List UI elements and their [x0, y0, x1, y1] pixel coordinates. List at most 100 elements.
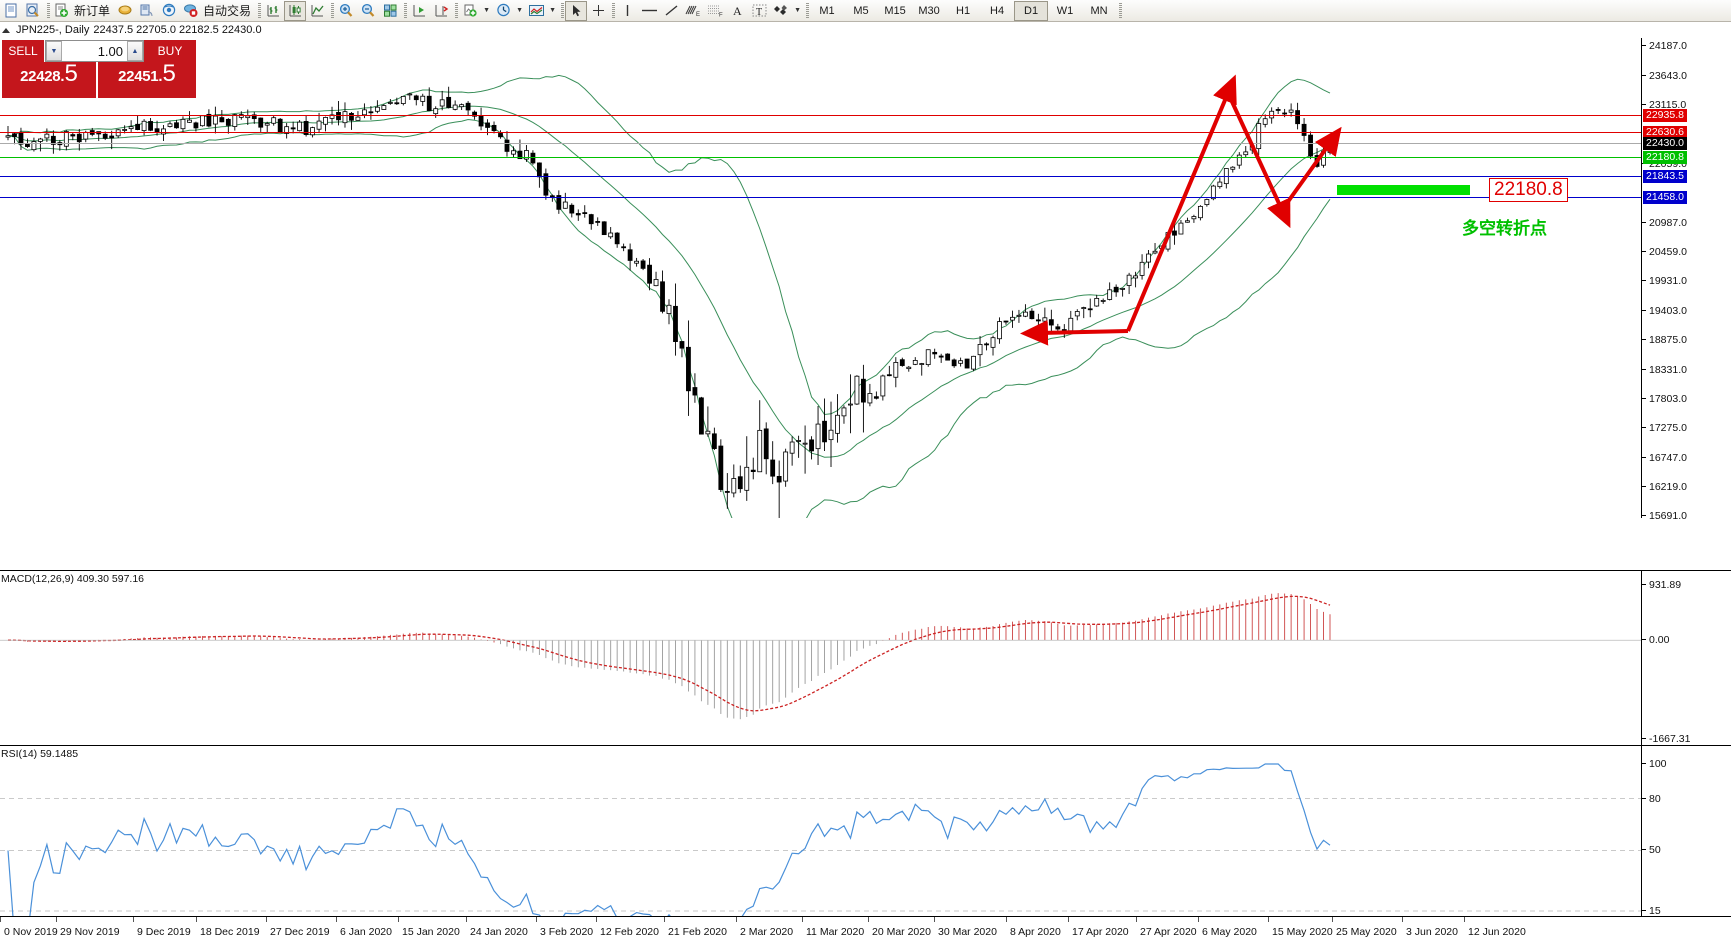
text-label-icon[interactable]: T — [748, 1, 770, 21]
buy-button[interactable]: BUY — [144, 40, 196, 62]
expert-advisors-icon[interactable] — [114, 1, 136, 21]
cursor-icon[interactable] — [565, 0, 588, 21]
autotrading-icon[interactable] — [180, 1, 202, 21]
timeframe-m1-button[interactable]: M1 — [819, 4, 835, 17]
bar-chart-icon[interactable] — [262, 1, 284, 21]
date-tick — [1006, 917, 1007, 922]
rsi-tick: 100 — [1642, 759, 1667, 770]
timeframe-h4-button[interactable]: H4 — [990, 4, 1005, 17]
date-tick — [133, 917, 134, 922]
price-plot[interactable] — [0, 38, 1641, 518]
price-panel: 22180.8 多空转折点 24187.023643.023115.022059… — [0, 38, 1731, 521]
price-level-badge: 21458.0 — [1643, 190, 1687, 204]
macd-axis[interactable]: 931.89 0.00 -1667.31 — [1641, 571, 1731, 745]
one-click-trading-panel: SELL ▼ 1.00 ▲ BUY 22428 . 5 22451 . 5 — [2, 40, 196, 98]
templates-icon[interactable] — [525, 1, 547, 21]
date-tick — [934, 917, 935, 922]
volume-decrease-icon[interactable]: ▼ — [46, 41, 62, 61]
zoom-out-icon[interactable] — [357, 1, 379, 21]
chevron-down-icon[interactable]: ▼ — [516, 7, 523, 14]
date-tick — [1402, 917, 1403, 922]
rsi-panel: RSI(14) 59.1485 100 80 50 15 — [0, 745, 1731, 917]
price-level-line — [0, 196, 1641, 198]
new-order-label[interactable]: 新订单 — [74, 4, 111, 18]
main-toolbar: 新订单 自动交易 — [0, 0, 1731, 22]
date-label: 11 Mar 2020 — [806, 926, 865, 938]
autotrading-label[interactable]: 自动交易 — [203, 4, 252, 18]
buy-price-integer: 22451 — [118, 68, 159, 85]
timeframe-m5-button[interactable]: M5 — [853, 4, 869, 17]
line-chart-icon[interactable] — [306, 1, 328, 21]
date-label: 29 Nov 2019 — [60, 926, 120, 938]
text-icon[interactable]: A — [726, 1, 748, 21]
indicators-icon[interactable] — [459, 1, 481, 21]
buy-price-display[interactable]: 22451 . 5 — [98, 62, 196, 98]
date-label: 20 Mar 2020 — [872, 926, 931, 938]
price-tick: 16747.0 — [1642, 453, 1687, 464]
date-tick — [56, 917, 57, 922]
macd-title: MACD(12,26,9) 409.30 597.16 — [1, 573, 145, 585]
chevron-down-icon[interactable]: ▼ — [794, 7, 801, 14]
rsi-plot[interactable] — [0, 746, 1641, 917]
new-chart-icon[interactable] — [0, 1, 22, 21]
zoom-in-icon[interactable] — [335, 1, 357, 21]
sell-button[interactable]: SELL — [2, 40, 45, 62]
date-tick — [266, 917, 267, 922]
date-label: 3 Feb 2020 — [540, 926, 594, 938]
timeframe-m30-button[interactable]: M30 — [918, 4, 940, 17]
chart-shift-icon[interactable] — [430, 1, 452, 21]
timeframe-d1-button[interactable]: D1 — [1014, 0, 1049, 21]
navigator-icon[interactable] — [158, 1, 180, 21]
chevron-down-icon[interactable]: ▼ — [549, 7, 556, 14]
timeframe-mn-button[interactable]: MN — [1090, 4, 1108, 17]
price-level-line — [0, 132, 1641, 134]
date-tick — [1332, 917, 1333, 922]
price-axis[interactable]: 24187.023643.023115.022059.020987.020459… — [1641, 38, 1731, 521]
date-label: 30 Mar 2020 — [938, 926, 997, 938]
periods-icon[interactable] — [492, 1, 514, 21]
tile-windows-icon[interactable] — [379, 1, 401, 21]
trend-arrow-annotations — [1020, 74, 1342, 346]
volume-increase-icon[interactable]: ▲ — [127, 41, 143, 61]
timeframe-h1-button[interactable]: H1 — [956, 4, 971, 17]
date-tick — [1198, 917, 1199, 922]
buy-price-separator: . — [158, 68, 163, 85]
date-tick — [336, 917, 337, 922]
candlestick-chart-icon[interactable] — [284, 0, 307, 21]
date-axis[interactable]: 0 Nov 2019 29 Nov 2019 9 Dec 2019 18 Dec 20… — [0, 916, 1731, 944]
volume-input[interactable]: 1.00 — [62, 41, 127, 61]
crosshair-icon[interactable] — [587, 1, 609, 21]
data-window-icon[interactable] — [136, 1, 158, 21]
rsi-axis[interactable]: 100 80 50 15 — [1641, 746, 1731, 916]
price-level-line — [0, 175, 1641, 177]
date-label: 27 Apr 2020 — [1140, 926, 1197, 938]
price-tick: 18331.0 — [1642, 365, 1687, 376]
elliott-wave-icon[interactable]: E — [682, 1, 704, 21]
sell-price-display[interactable]: 22428 . 5 — [2, 62, 98, 98]
svg-text:F: F — [719, 13, 723, 19]
price-tick: 19931.0 — [1642, 276, 1687, 287]
price-tick: 20459.0 — [1642, 247, 1687, 258]
date-label: 8 Apr 2020 — [1010, 926, 1061, 938]
svg-text:T: T — [756, 7, 762, 18]
horizontal-line-icon[interactable] — [638, 1, 660, 21]
date-label: 9 Dec 2019 — [137, 926, 191, 938]
fibonacci-icon[interactable]: F — [704, 1, 726, 21]
trendline-icon[interactable] — [660, 1, 682, 21]
date-label: 18 Dec 2019 — [200, 926, 260, 938]
auto-scroll-icon[interactable] — [408, 1, 430, 21]
chart-symbol-label: JPN225-, Daily — [16, 24, 90, 36]
chevron-down-icon[interactable]: ▼ — [483, 7, 490, 14]
macd-plot[interactable] — [0, 571, 1641, 746]
shapes-icon[interactable] — [770, 1, 792, 21]
price-level-badge: 21843.5 — [1643, 169, 1687, 183]
vertical-line-icon[interactable] — [616, 1, 638, 21]
new-order-icon[interactable] — [51, 1, 73, 21]
timeframe-m15-button[interactable]: M15 — [884, 4, 906, 17]
volume-stepper[interactable]: ▼ 1.00 ▲ — [45, 40, 144, 62]
timeframe-w1-button[interactable]: W1 — [1056, 4, 1074, 17]
price-level-badge: 22180.8 — [1643, 150, 1687, 164]
sell-price-integer: 22428 — [20, 68, 61, 85]
turning-point-annotation: 多空转折点 — [1462, 219, 1547, 239]
market-watch-icon[interactable] — [22, 1, 44, 21]
